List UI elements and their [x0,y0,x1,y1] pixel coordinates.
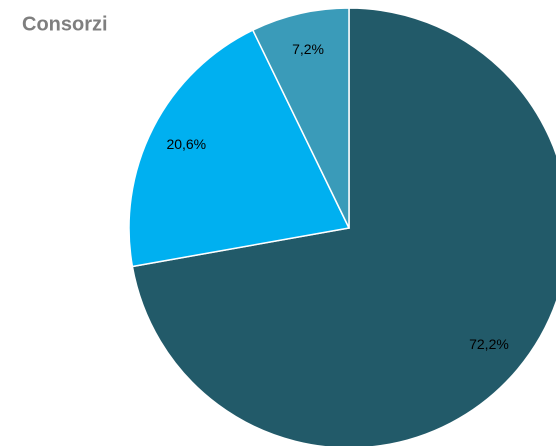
pie-slice [251,7,350,229]
pie-slice [131,7,556,446]
chart-title: Consorzi [22,13,108,35]
data-label: 7,2% [292,41,324,57]
pie-slice [128,29,351,268]
data-label: 20,6% [166,136,206,152]
data-label: 72,2% [469,336,509,352]
